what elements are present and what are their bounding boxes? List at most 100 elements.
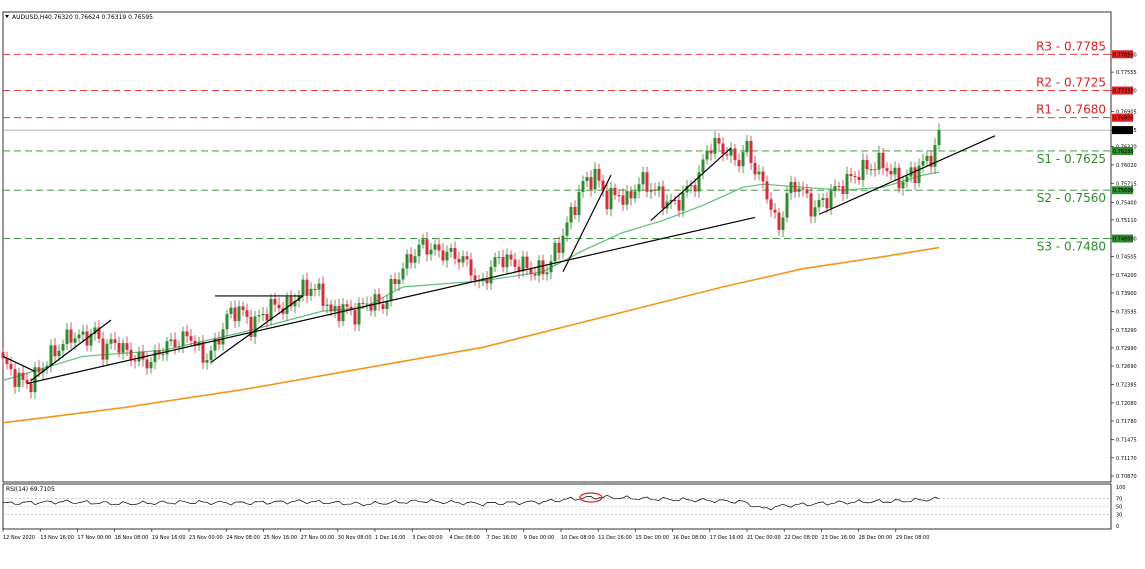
candle-body — [925, 155, 929, 162]
candle-body — [633, 191, 637, 199]
candle-body — [141, 351, 145, 360]
candle-body — [69, 329, 73, 343]
time-tick-label: 21 Dec 00:00 — [747, 535, 781, 541]
main-plot-frame — [2, 11, 1112, 483]
candle-body — [445, 251, 449, 261]
time-tick-label: 7 Dec 16:00 — [487, 535, 517, 541]
candle-body — [881, 152, 885, 169]
candle-body — [289, 296, 293, 307]
candle-body — [465, 256, 469, 260]
rsi-tick-label: 70 — [1116, 497, 1122, 503]
collapse-triangle-icon[interactable] — [5, 15, 9, 18]
candle-body — [525, 256, 529, 269]
price-tick-label: 0.72080 — [1116, 401, 1137, 407]
candle-body — [489, 266, 493, 284]
time-tick-label: 23 Dec 16:00 — [821, 535, 855, 541]
time-tick-label: 23 Nov 00:00 — [189, 535, 223, 541]
candle-body — [165, 341, 169, 355]
candle-body — [449, 248, 453, 252]
rsi-tick-label: 100 — [1116, 485, 1126, 491]
candle-body — [905, 176, 909, 183]
candle-body — [369, 303, 373, 311]
candle-body — [505, 254, 509, 268]
trendline — [818, 135, 996, 215]
candle-body — [521, 256, 525, 272]
candle-body — [561, 235, 565, 253]
candle-body — [813, 207, 817, 217]
candle-body — [61, 344, 65, 351]
candle-body — [845, 173, 849, 195]
price-tick-label: 0.73900 — [1116, 291, 1137, 297]
candle-body — [657, 186, 661, 191]
candle-body — [697, 172, 701, 192]
candle-body — [805, 189, 809, 194]
candle-body — [893, 167, 897, 175]
candle-body — [457, 258, 461, 263]
level-value-badge — [1112, 146, 1133, 155]
candle-body — [265, 313, 269, 321]
candle-body — [549, 261, 553, 273]
candle-body — [305, 279, 309, 296]
candle-body — [761, 171, 765, 182]
trendline — [210, 295, 304, 363]
candle-body — [429, 249, 433, 255]
candle-body — [161, 354, 165, 356]
time-tick-label: 27 Nov 00:00 — [301, 535, 335, 541]
candle-body — [29, 383, 33, 393]
candle-body — [49, 345, 53, 366]
candle-body — [705, 150, 709, 160]
time-tick-label: 1 Dec 16:00 — [375, 535, 405, 541]
price-tick-label: 0.72385 — [1116, 382, 1137, 388]
price-tick-label: 0.75110 — [1116, 218, 1137, 224]
candle-body — [569, 206, 573, 223]
candle-body — [885, 168, 889, 171]
candle-body — [97, 327, 101, 339]
candle-body — [573, 206, 577, 216]
candle-body — [241, 306, 245, 311]
price-tick-label: 0.70870 — [1116, 474, 1137, 480]
candle-body — [341, 304, 345, 322]
price-tick-label: 0.77555 — [1116, 70, 1137, 76]
time-tick-label: 13 Nov 16:00 — [40, 535, 74, 541]
candle-body — [709, 150, 713, 154]
time-tick-label: 25 Nov 16:00 — [263, 535, 297, 541]
level-label-r3: R3 - 0.7785 — [1036, 39, 1106, 53]
candle-body — [873, 169, 877, 171]
candle-body — [681, 192, 685, 211]
candle-body — [201, 342, 205, 363]
level-value-badge — [1112, 234, 1133, 243]
candle-body — [13, 369, 17, 387]
price-tick-label: 0.73595 — [1116, 309, 1137, 315]
candle-body — [405, 254, 409, 269]
candle-body — [77, 334, 81, 339]
candle-body — [601, 180, 605, 191]
candle-body — [25, 379, 29, 384]
candle-body — [829, 191, 833, 209]
time-tick-label: 24 Nov 08:00 — [226, 535, 260, 541]
chart-symbol: AUDUSD,H4 — [12, 14, 48, 21]
candle-body — [425, 239, 429, 255]
candle-body — [433, 244, 437, 250]
candle-body — [401, 268, 405, 280]
candle-body — [769, 199, 773, 210]
candle-body — [345, 304, 349, 307]
price-tick-label: 0.75715 — [1116, 181, 1137, 187]
candle-body — [185, 331, 189, 337]
candle-body — [17, 372, 21, 387]
candle-body — [181, 331, 185, 347]
candle-body — [177, 346, 181, 348]
candle-body — [685, 185, 689, 193]
rsi-overbought-highlight — [579, 492, 603, 503]
candle-body — [93, 327, 97, 334]
time-tick-label: 11 Dec 16:00 — [598, 535, 632, 541]
candle-body — [249, 316, 253, 337]
candle-body — [285, 296, 289, 314]
rsi-tick-label: 50 — [1116, 505, 1122, 511]
candle-body — [653, 189, 657, 191]
candle-body — [781, 217, 785, 230]
candle-body — [237, 306, 241, 321]
level-label-s2: S2 - 0.7560 — [1037, 191, 1106, 205]
candle-body — [649, 189, 653, 192]
candle-body — [309, 288, 313, 296]
